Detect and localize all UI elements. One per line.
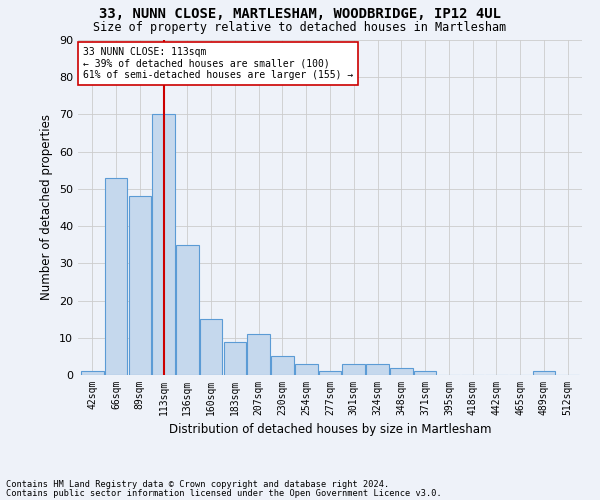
X-axis label: Distribution of detached houses by size in Martlesham: Distribution of detached houses by size … <box>169 424 491 436</box>
Bar <box>152 114 175 375</box>
Bar <box>105 178 127 375</box>
Bar <box>200 319 223 375</box>
Text: Contains HM Land Registry data © Crown copyright and database right 2024.: Contains HM Land Registry data © Crown c… <box>6 480 389 489</box>
Bar <box>343 364 365 375</box>
Bar <box>128 196 151 375</box>
Bar <box>295 364 317 375</box>
Bar <box>533 372 555 375</box>
Bar <box>224 342 246 375</box>
Text: Contains public sector information licensed under the Open Government Licence v3: Contains public sector information licen… <box>6 489 442 498</box>
Text: 33 NUNN CLOSE: 113sqm
← 39% of detached houses are smaller (100)
61% of semi-det: 33 NUNN CLOSE: 113sqm ← 39% of detached … <box>83 46 353 80</box>
Bar <box>176 244 199 375</box>
Bar <box>366 364 389 375</box>
Bar <box>319 372 341 375</box>
Bar <box>271 356 294 375</box>
Bar <box>81 372 104 375</box>
Text: Size of property relative to detached houses in Martlesham: Size of property relative to detached ho… <box>94 21 506 34</box>
Y-axis label: Number of detached properties: Number of detached properties <box>40 114 53 300</box>
Text: 33, NUNN CLOSE, MARTLESHAM, WOODBRIDGE, IP12 4UL: 33, NUNN CLOSE, MARTLESHAM, WOODBRIDGE, … <box>99 8 501 22</box>
Bar <box>247 334 270 375</box>
Bar <box>414 372 436 375</box>
Bar <box>390 368 413 375</box>
